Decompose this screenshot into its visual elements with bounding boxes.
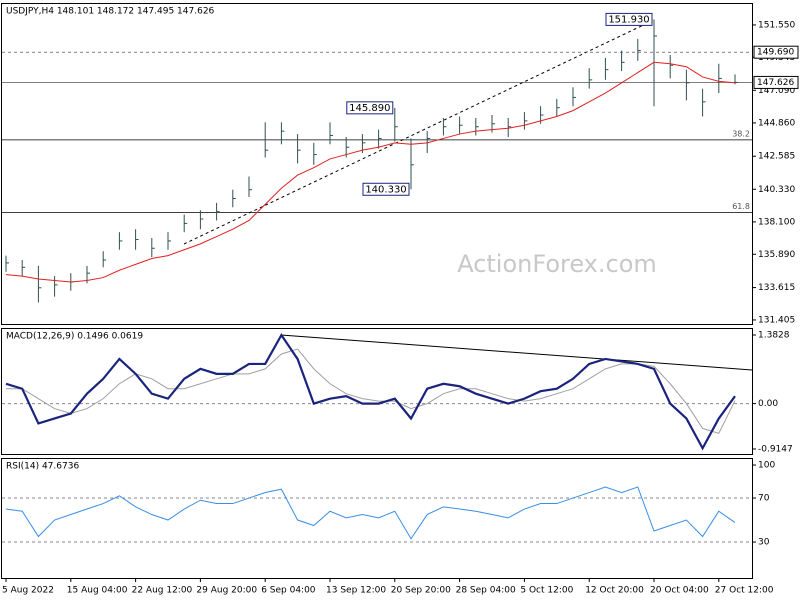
y-tick-label: 142.585 bbox=[758, 152, 795, 162]
x-tick-label: 28 Sep 04:00 bbox=[456, 586, 516, 596]
macd-panel bbox=[1, 328, 753, 455]
y-tick-label: 140.330 bbox=[758, 185, 795, 195]
y-tick-label: 100 bbox=[758, 461, 775, 471]
annotation-box bbox=[362, 182, 410, 196]
panel-title: RSI(14) 47.6736 bbox=[6, 462, 79, 472]
x-tick-label: 27 Oct 12:00 bbox=[715, 586, 774, 596]
y-tick-label: 131.405 bbox=[758, 315, 795, 325]
rsi-line bbox=[5, 486, 736, 540]
x-tick-label: 15 Aug 04:00 bbox=[67, 586, 128, 596]
fib-label: 61.8 bbox=[732, 202, 750, 211]
price-tag-label: 149.690 bbox=[757, 48, 794, 58]
y-tick-label: 151.550 bbox=[758, 20, 795, 30]
price-tag bbox=[753, 75, 799, 89]
x-tick-label: 12 Oct 20:00 bbox=[585, 586, 644, 596]
rsi-panel bbox=[1, 458, 753, 579]
watermark: ActionForex.com bbox=[457, 250, 657, 278]
annotation: 145.890 bbox=[349, 103, 390, 114]
y-tick-label: 30 bbox=[758, 538, 770, 548]
price-tag bbox=[753, 45, 799, 59]
x-tick-label: 5 Aug 2022 bbox=[2, 586, 54, 596]
y-tick-label: 144.860 bbox=[758, 118, 795, 128]
y-tick-label: 135.890 bbox=[758, 250, 795, 260]
x-tick-label: 13 Sep 12:00 bbox=[326, 586, 386, 596]
fib-label: 38.2 bbox=[732, 129, 750, 138]
x-tick-label: 22 Aug 12:00 bbox=[132, 586, 193, 596]
macd-line bbox=[5, 333, 736, 451]
signal-line bbox=[6, 348, 736, 434]
y-tick-label: 70 bbox=[758, 494, 770, 504]
macd-trend-line bbox=[280, 334, 753, 371]
y-tick-label: 1.3828 bbox=[758, 331, 790, 341]
moving-average bbox=[5, 61, 736, 283]
x-tick-label: 29 Aug 20:00 bbox=[196, 586, 257, 596]
annotation-box bbox=[346, 101, 394, 115]
x-tick-label: 6 Sep 04:00 bbox=[261, 586, 316, 596]
panel-title: USDJPY,H4 148.101 148.172 147.495 147.62… bbox=[6, 7, 215, 17]
price-panel bbox=[1, 3, 753, 325]
x-tick-label: 20 Oct 04:00 bbox=[650, 586, 709, 596]
annotation-box bbox=[605, 12, 653, 26]
y-tick-label: -0.9147 bbox=[758, 444, 793, 454]
annotation: 140.330 bbox=[365, 184, 406, 195]
x-tick-label: 20 Sep 20:00 bbox=[391, 586, 451, 596]
y-tick-label: 147.090 bbox=[758, 86, 795, 96]
y-tick-label: 133.615 bbox=[758, 283, 795, 293]
annotation: 151.930 bbox=[608, 14, 649, 25]
price-tag-label: 147.626 bbox=[757, 78, 794, 88]
x-tick-label: 5 Oct 12:00 bbox=[520, 586, 573, 596]
y-tick-label: 138.100 bbox=[758, 217, 795, 227]
panel-title: MACD(12,26,9) 0.1496 0.0619 bbox=[6, 332, 143, 342]
y-tick-label: 0.00 bbox=[758, 399, 778, 409]
